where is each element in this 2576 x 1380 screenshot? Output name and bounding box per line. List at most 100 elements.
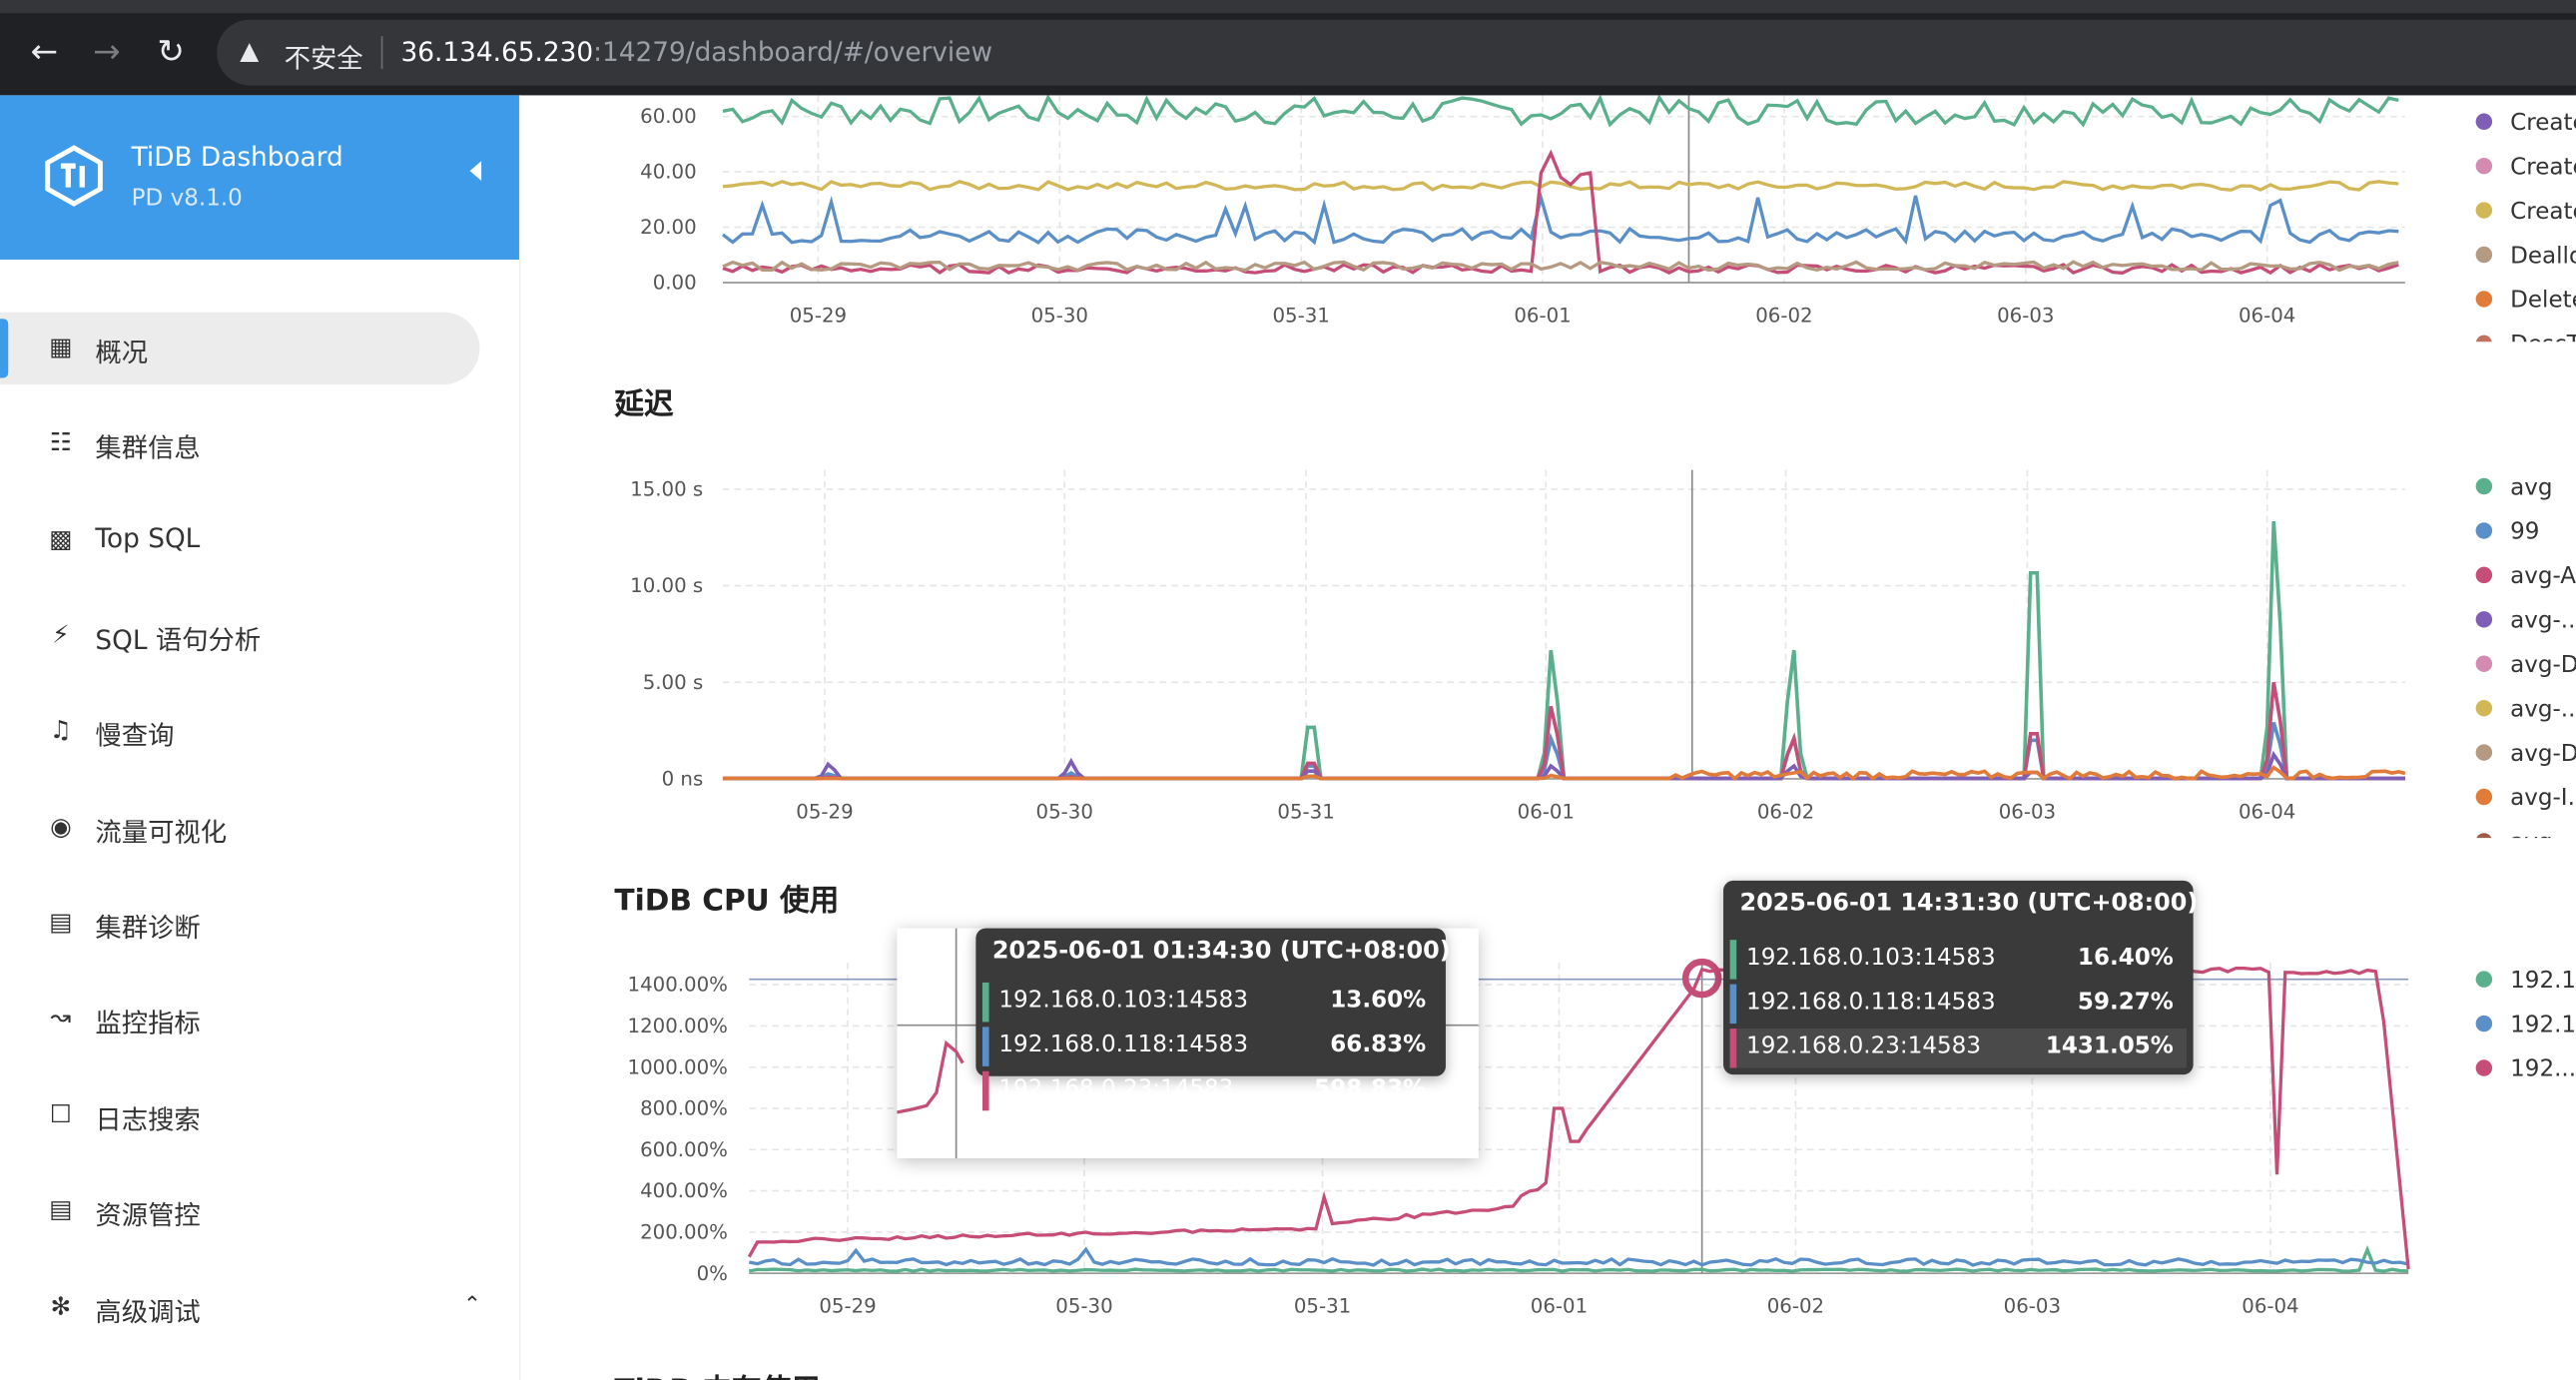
latency-chart[interactable]: 0 ns 5.00 s 10.00 s 15.00 s 05-29 05-30 05-31 0…: [519, 460, 2576, 839]
alarm-icon: ♫: [49, 714, 72, 745]
back-arrow-icon[interactable]: ←: [30, 31, 59, 71]
legend-item: 192....: [2510, 1056, 2576, 1082]
sidebar-item-sql-statements[interactable]: ⚡ SQL 语句分析: [0, 600, 519, 672]
legend-swatch: [2476, 833, 2492, 839]
series-swatch: [1729, 1029, 1737, 1068]
series-line: [722, 95, 2399, 128]
url-host: 36.134.65.230: [400, 36, 594, 68]
legend-item: Create: [2510, 154, 2576, 180]
x-tick-label: 06-04: [2239, 304, 2295, 327]
series-line: [722, 765, 2406, 782]
y-tick-label: 1200.00%: [628, 1015, 728, 1037]
sidebar-item-overview[interactable]: ▦ 概况: [0, 312, 519, 385]
tidb-logo-icon: [45, 145, 103, 207]
x-tick-label: 06-01: [1518, 800, 1575, 823]
x-tick-label: 06-01: [1531, 1295, 1588, 1318]
legend-item: avg: [2510, 474, 2552, 500]
bug-icon: ✻: [50, 1291, 72, 1321]
y-tick-label: 0 ns: [662, 768, 704, 791]
sidebar-item-log-search[interactable]: ☐ 日志搜索: [0, 1079, 519, 1151]
tooltip-row: 192.168.0.103:14583 13.60%: [981, 982, 1439, 1023]
series-line: [722, 149, 2399, 276]
active-indicator: [0, 319, 9, 378]
tooltip-row: 192.168.0.23:14583 1431.05%: [1729, 1029, 2188, 1068]
series-swatch: [981, 1027, 989, 1066]
qps-chart[interactable]: 0.00 20.00 40.00 60.00 05-29 05-30 05-31 06-01 0…: [519, 95, 2576, 343]
series-line: [722, 520, 2405, 781]
sidebar-item-top-sql[interactable]: ▩ Top SQL: [0, 504, 519, 576]
collapse-sidebar-icon[interactable]: [469, 161, 482, 181]
legend-swatch: [2475, 1059, 2493, 1076]
legend-swatch: [2475, 566, 2493, 584]
sidebar: TiDB Dashboard PD v8.1.0 ▦ 概况 ☷ 集群信息 ▩ T…: [0, 95, 521, 1380]
sidebar-item-label: Top SQL: [95, 522, 201, 554]
browser-toolbar: ← → ↻ ▲ 不安全 36.134.65.230:14279/dashboar…: [0, 0, 2576, 96]
series-swatch: [981, 982, 989, 1023]
series-swatch: [1729, 940, 1737, 980]
legend-swatch: [2475, 113, 2493, 130]
y-tick-label: 5.00 s: [643, 671, 703, 694]
sidebar-item-label: 慢查询: [95, 719, 175, 751]
main-content: 0.00 20.00 40.00 60.00 05-29 05-30 05-31 06-01 0…: [519, 95, 2576, 1380]
memory-section-title: TiDB 内存使用: [614, 1367, 820, 1380]
x-tick-label: 05-31: [1294, 1295, 1351, 1318]
legend-item: avg: [2510, 830, 2552, 838]
lightning-icon: ⚡: [52, 619, 70, 649]
tooltip-row-key: 192.168.0.118:14583: [998, 1032, 1248, 1058]
legend-item: 192.1: [2510, 968, 2576, 994]
sidebar-item-slow-query[interactable]: ♫ 慢查询: [0, 695, 519, 767]
series-line: [748, 1245, 2409, 1273]
legend-swatch: [2475, 157, 2493, 175]
x-tick-label: 06-01: [1514, 304, 1571, 327]
series-line: [721, 191, 2399, 246]
legend-item: avg-Al: [2510, 563, 2576, 589]
y-tick-label: 10.00 s: [630, 574, 703, 597]
x-tick-label: 05-29: [790, 304, 847, 327]
sidebar-item-label: 概况: [95, 337, 149, 368]
x-tick-label: 05-29: [819, 1295, 876, 1318]
x-tick-label: 05-31: [1272, 304, 1329, 327]
address-bar[interactable]: ▲ 不安全 36.134.65.230:14279/dashboard/#/ov…: [217, 19, 2576, 86]
file-text-icon: ▤: [49, 1194, 73, 1224]
sidebar-item-advanced-debug[interactable]: ✻ 高级调试 ⌃: [0, 1272, 519, 1344]
app-name: TiDB Dashboard: [131, 141, 343, 173]
y-tick-label: 600.00%: [640, 1138, 728, 1161]
legend-item: DescT: [2510, 332, 2576, 342]
series-line: [722, 180, 2399, 192]
series-swatch: [981, 1070, 989, 1111]
tooltip-row-value: 598.83%: [1314, 1075, 1427, 1103]
y-tick-label: 20.00: [640, 216, 697, 239]
tooltip-1: 2025-06-01 01:34:30 (UTC+08:00) 192.168.…: [975, 928, 1451, 1111]
sidebar-item-cluster-info[interactable]: ☷ 集群信息: [0, 407, 519, 479]
tooltip-snapshot-panel: 2025-06-01 01:34:30 (UTC+08:00) 192.168.…: [897, 928, 1479, 1159]
y-tick-label: 800.00%: [640, 1097, 728, 1120]
forward-arrow-icon[interactable]: →: [93, 31, 121, 71]
sidebar-item-diagnose[interactable]: ▤ 集群诊断: [0, 888, 519, 960]
cpu-chart[interactable]: 0% 200.00% 400.00% 600.00% 800.00% 1000.00% 12…: [519, 950, 2576, 1327]
tooltip-row-key: 192.168.0.118:14583: [1746, 989, 1996, 1016]
sidebar-item-resource-manager[interactable]: ▤ 资源管控: [0, 1174, 519, 1246]
legend-swatch: [2475, 291, 2493, 308]
line-chart-icon: ↝: [50, 1002, 72, 1033]
legend-swatch: [2475, 202, 2493, 219]
legend-item: avg-I...: [2510, 785, 2576, 811]
legend-swatch: [2475, 246, 2493, 264]
not-secure-label: 不安全: [284, 42, 363, 75]
legend-item: Create: [2510, 199, 2576, 225]
file-search-icon: ☐: [49, 1098, 72, 1129]
x-tick-label: 05-30: [1055, 1295, 1112, 1318]
hover-point-marker: [1681, 958, 1722, 999]
sidebar-item-key-visualizer[interactable]: ◉ 流量可视化: [0, 792, 519, 864]
tooltip-row-value: 16.40%: [2077, 945, 2174, 972]
tooltip-row-key: 192.168.0.103:14583: [1746, 945, 1996, 972]
y-tick-label: 1000.00%: [628, 1055, 728, 1078]
legend-swatch: [2475, 611, 2493, 628]
series-swatch: [1729, 984, 1737, 1025]
sidebar-item-monitoring[interactable]: ↝ 监控指标: [0, 983, 519, 1054]
sidebar-item-label: 资源管控: [95, 1199, 201, 1231]
y-tick-label: 0.00: [653, 272, 697, 295]
chevron-up-icon[interactable]: ⌃: [463, 1292, 481, 1318]
cpu-section-title: TiDB CPU 使用: [614, 884, 840, 919]
reload-icon[interactable]: ↻: [157, 31, 185, 71]
active-highlight: [0, 312, 480, 385]
